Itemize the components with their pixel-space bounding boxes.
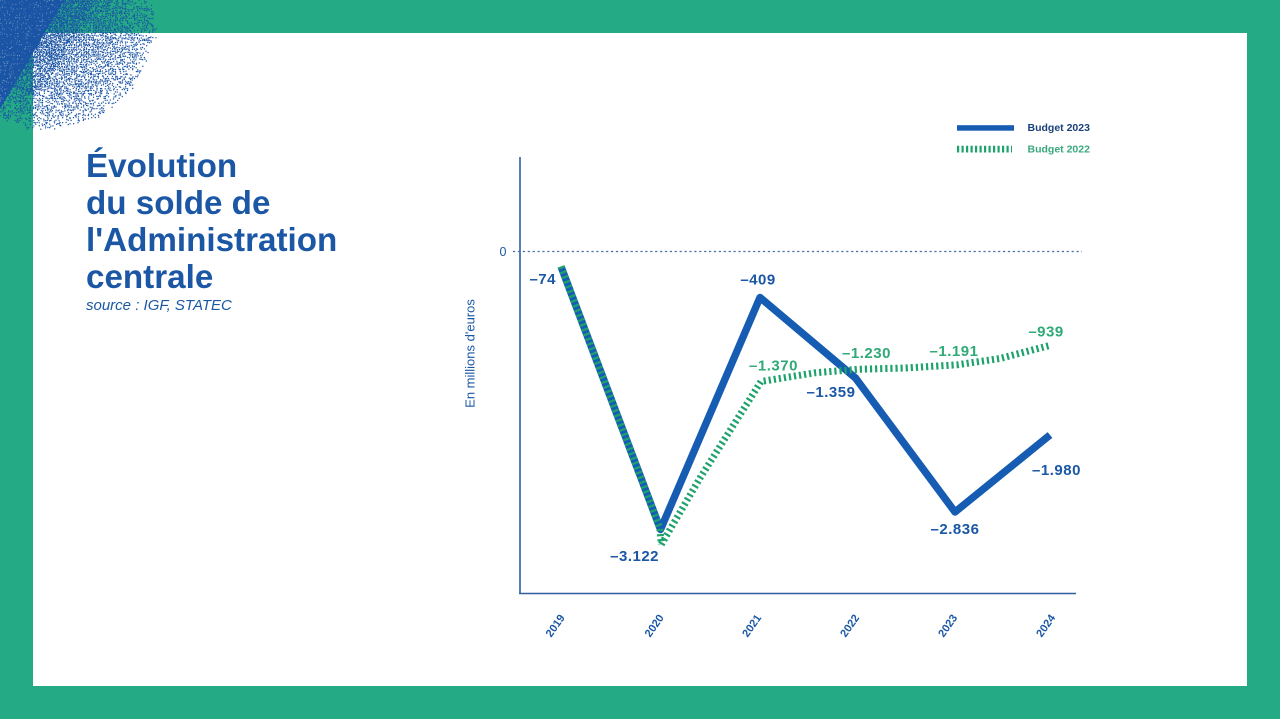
svg-text:2021: 2021 xyxy=(740,613,764,640)
svg-text:–1.980: –1.980 xyxy=(1032,462,1081,479)
svg-text:–1.370: –1.370 xyxy=(749,358,798,375)
svg-text:–1.230: –1.230 xyxy=(842,345,891,362)
svg-text:2022: 2022 xyxy=(838,613,862,640)
svg-text:0: 0 xyxy=(500,245,507,259)
svg-text:2019: 2019 xyxy=(544,613,568,640)
svg-text:–409: –409 xyxy=(740,271,775,288)
svg-text:–1.359: –1.359 xyxy=(807,384,856,401)
svg-text:–1.191: –1.191 xyxy=(930,343,979,360)
svg-text:2023: 2023 xyxy=(936,613,960,640)
svg-text:2020: 2020 xyxy=(643,613,667,640)
svg-text:–3.122: –3.122 xyxy=(610,548,659,565)
svg-text:2024: 2024 xyxy=(1034,612,1058,640)
svg-text:–939: –939 xyxy=(1028,324,1063,341)
svg-text:Budget 2022: Budget 2022 xyxy=(1028,144,1091,156)
svg-text:Budget 2023: Budget 2023 xyxy=(1028,122,1091,134)
svg-text:–2.836: –2.836 xyxy=(931,521,980,538)
svg-text:–74: –74 xyxy=(529,271,556,288)
svg-text:En millions d'euros: En millions d'euros xyxy=(463,299,478,408)
